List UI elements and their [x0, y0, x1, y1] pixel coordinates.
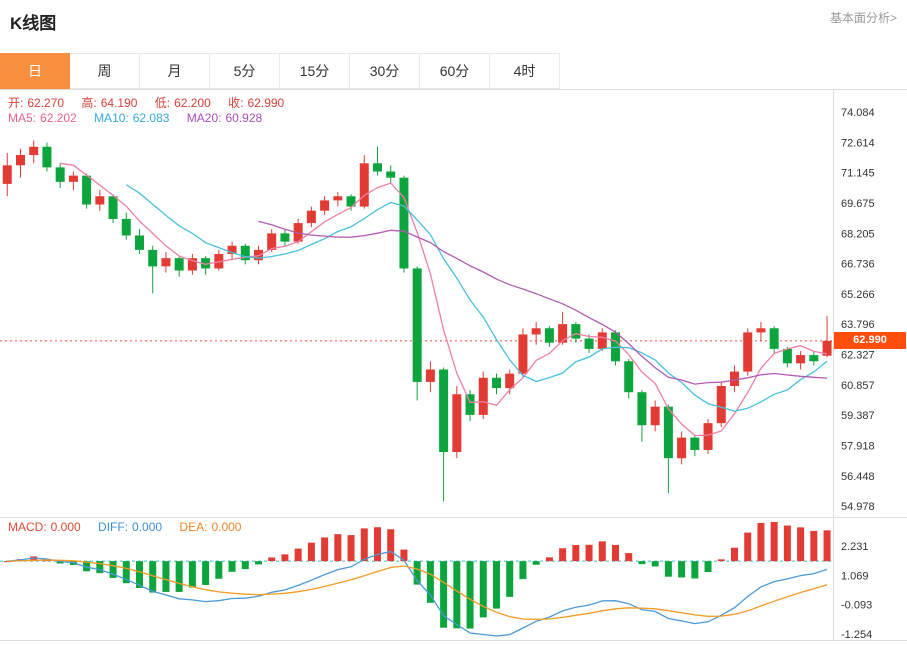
dea-line — [7, 559, 828, 621]
svg-text:-1.254: -1.254 — [841, 629, 872, 641]
svg-text:66.736: 66.736 — [841, 259, 875, 271]
timeframe-tab-2[interactable]: 月 — [140, 53, 210, 89]
timeframe-tabs: 日周月 5分 15分 30分 60分 4时 — [0, 53, 907, 89]
current-price-tag: 62.990 — [834, 331, 906, 349]
svg-text:72.614: 72.614 — [841, 137, 875, 149]
timeframe-tab-6[interactable]: 60分 — [420, 53, 490, 89]
timeframe-tab-3[interactable]: 5分 — [210, 53, 280, 89]
svg-text:1.069: 1.069 — [841, 570, 869, 582]
svg-text:59.387: 59.387 — [841, 410, 875, 422]
svg-text:65.266: 65.266 — [841, 289, 875, 301]
svg-text:69.675: 69.675 — [841, 198, 875, 210]
svg-text:74.084: 74.084 — [841, 107, 875, 119]
svg-text:62.327: 62.327 — [841, 350, 875, 362]
timeframe-tab-4[interactable]: 15分 — [280, 53, 350, 89]
page-title: K线图 — [10, 14, 57, 33]
candles-layer — [2, 140, 832, 502]
chart-borders — [0, 89, 907, 641]
svg-text:71.145: 71.145 — [841, 168, 875, 180]
svg-text:-0.093: -0.093 — [841, 600, 872, 612]
macd-axis-labels: 2.231 1.069 -0.093 -1.254 — [841, 541, 872, 641]
kline-chart[interactable]: 74.084 72.614 71.145 69.675 68.205 66.736 65.2… — [0, 89, 907, 645]
timeframe-tab-0[interactable]: 日 — [0, 53, 70, 89]
svg-text:63.796: 63.796 — [841, 319, 875, 331]
price-axis-labels: 74.084 72.614 71.145 69.675 68.205 66.736 65.2… — [841, 107, 875, 513]
macd-histogram — [3, 522, 831, 629]
ma20-line — [258, 220, 828, 385]
svg-text:54.978: 54.978 — [841, 501, 875, 513]
svg-text:2.231: 2.231 — [841, 541, 869, 553]
page-header: K线图 基本面分析> — [0, 0, 907, 53]
svg-text:60.857: 60.857 — [841, 380, 875, 392]
timeframe-tab-7[interactable]: 4时 — [490, 53, 560, 89]
ma10-line — [125, 184, 828, 412]
fundamental-analysis-link[interactable]: 基本面分析> — [829, 11, 897, 25]
svg-text:68.205: 68.205 — [841, 228, 875, 240]
diff-line — [7, 550, 828, 637]
timeframe-tab-5[interactable]: 30分 — [350, 53, 420, 89]
svg-text:56.448: 56.448 — [841, 471, 875, 483]
ma5-line — [60, 162, 828, 437]
kline-chart-canvas: 74.084 72.614 71.145 69.675 68.205 66.736 65.2… — [0, 89, 907, 641]
svg-text:57.918: 57.918 — [841, 440, 875, 452]
timeframe-tab-1[interactable]: 周 — [70, 53, 140, 89]
